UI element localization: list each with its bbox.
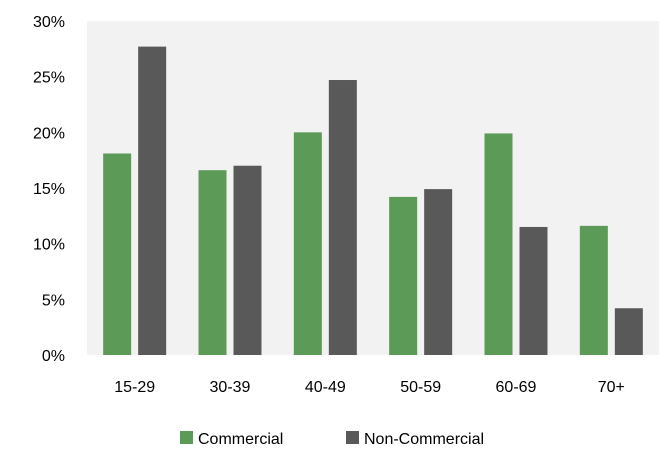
y-tick-label: 25%: [33, 70, 65, 87]
y-tick-label: 10%: [33, 237, 65, 254]
bar-commercial-70-: [579, 225, 608, 355]
legend-label-commercial: Commercial: [198, 431, 283, 448]
bar-non-commercial-70-: [614, 308, 643, 355]
x-tick-label: 50-59: [400, 379, 441, 396]
bar-commercial-50-59: [389, 196, 418, 355]
bar-commercial-40-49: [293, 132, 322, 355]
y-tick-label: 5%: [42, 292, 65, 309]
bar-non-commercial-40-49: [328, 80, 357, 356]
x-tick-label: 30-39: [210, 379, 251, 396]
bar-commercial-15-29: [103, 153, 132, 355]
legend-swatch-commercial: [180, 431, 193, 444]
bar-non-commercial-50-59: [424, 189, 453, 355]
y-axis: 0% 5% 10% 15% 20% 25% 30%: [33, 14, 65, 365]
x-tick-label: 40-49: [305, 379, 346, 396]
x-axis: 15-29 30-39 40-49 50-59 60-69 70+: [114, 379, 625, 396]
x-tick-label: 60-69: [496, 379, 537, 396]
bars: [103, 46, 643, 356]
plot-area: [87, 21, 659, 355]
y-tick-label: 0%: [42, 348, 65, 365]
x-tick-label: 15-29: [114, 379, 155, 396]
y-tick-label: 30%: [33, 14, 65, 31]
x-tick-label: 70+: [598, 379, 625, 396]
legend-swatch-non-commercial: [346, 431, 359, 444]
bar-non-commercial-30-39: [233, 165, 262, 355]
bar-commercial-60-69: [484, 133, 513, 355]
bar-non-commercial-60-69: [519, 226, 548, 355]
bar-non-commercial-15-29: [138, 46, 167, 356]
legend-label-non-commercial: Non-Commercial: [364, 431, 484, 448]
legend: Commercial Non-Commercial: [180, 431, 484, 448]
bar-commercial-30-39: [198, 170, 227, 355]
y-tick-label: 15%: [33, 181, 65, 198]
y-tick-label: 20%: [33, 125, 65, 142]
